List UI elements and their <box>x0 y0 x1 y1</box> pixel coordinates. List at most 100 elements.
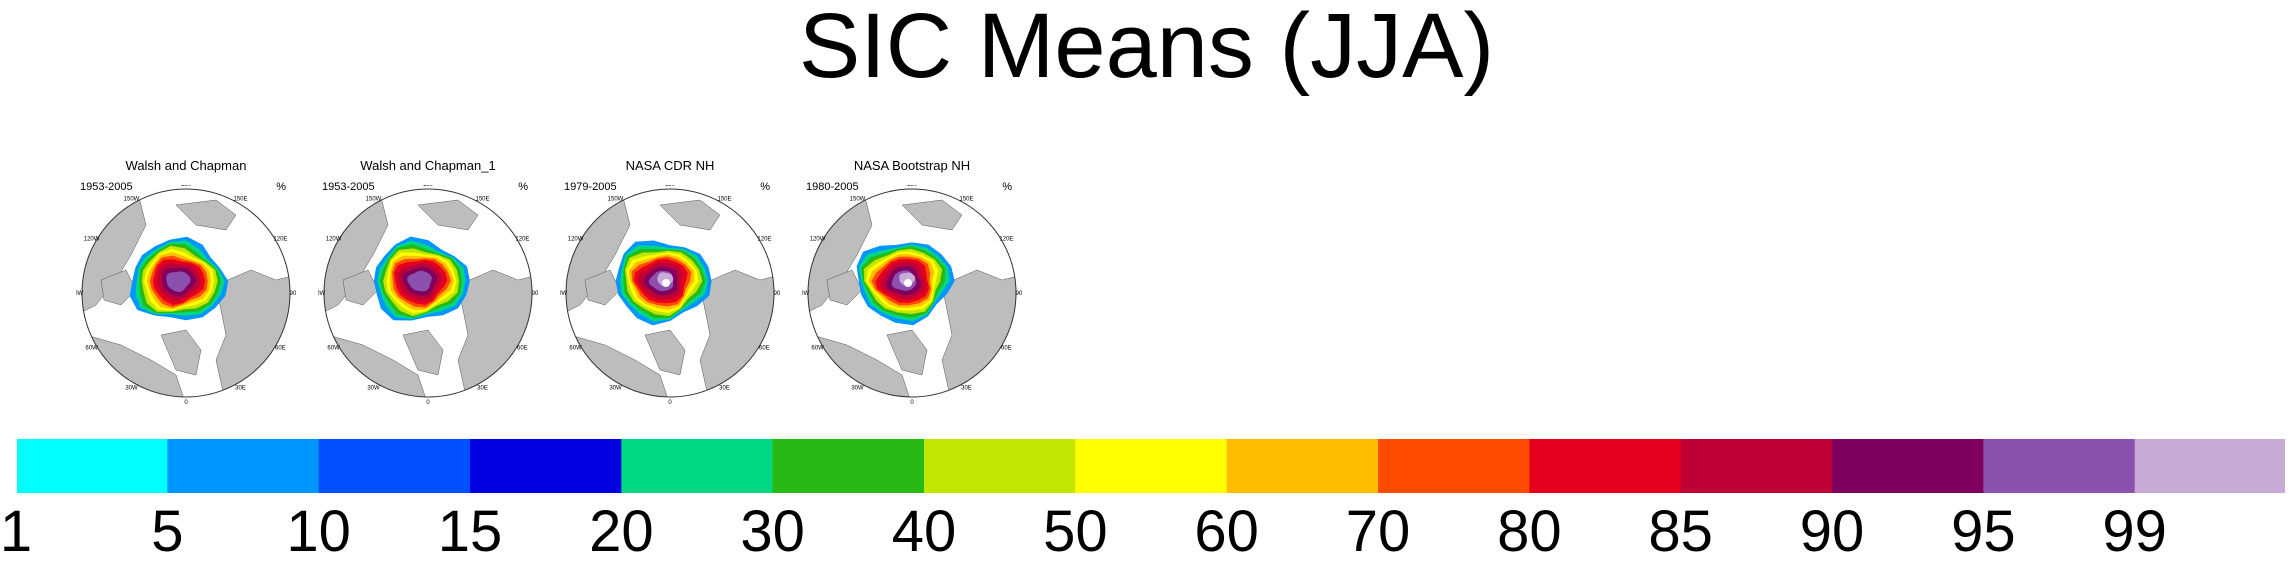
colorbar-tick-label: 20 <box>589 499 654 564</box>
longitude-label: 90W <box>560 291 568 297</box>
map-content <box>566 189 774 397</box>
colorbar-tick-label: 15 <box>437 499 503 564</box>
panel-years: 1953-2005 <box>80 181 133 193</box>
colorbar-tick-label: 40 <box>891 499 957 564</box>
longitude-label: 150E <box>233 197 247 203</box>
panel-years: 1953-2005 <box>322 181 375 193</box>
longitude-label: 180 <box>665 185 676 188</box>
colorbar-swatch <box>1832 438 1984 494</box>
map-panel-3: NASA CDR NH 1979-2005 % 180 150E 120E 90E 60… <box>560 155 780 405</box>
colorbar-swatch <box>621 438 774 494</box>
longitude-label: 150W <box>608 197 624 203</box>
longitude-label: 0 <box>910 400 914 405</box>
polar-map: 180 150E 120E 90E 60E 30E 0 30W 60W 90W 120W 150W <box>560 185 780 405</box>
landmass <box>826 269 863 306</box>
colorbar-tick-label: 95 <box>1951 499 2016 564</box>
map-boundary <box>323 188 533 398</box>
longitude-label: 60E <box>517 346 528 352</box>
longitude-label: 120W <box>810 237 826 243</box>
map-panel-4: NASA Bootstrap NH 1980-2005 % 180 150E 120… <box>802 155 1022 405</box>
map-boundary <box>807 188 1017 398</box>
map-content <box>82 189 290 397</box>
map-boundary <box>565 188 775 398</box>
colorbar-swatch <box>2134 438 2286 494</box>
longitude-label: 90W <box>802 291 810 297</box>
colorbar-swatch <box>16 438 168 494</box>
landmass <box>402 329 444 376</box>
panel-years: 1979-2005 <box>564 181 617 193</box>
longitude-label: 60W <box>811 346 824 352</box>
longitude-label: 60W <box>85 346 98 352</box>
map-boundary <box>81 188 291 398</box>
landmass <box>901 199 963 231</box>
colorbar-border <box>16 438 2286 494</box>
polar-map: 180 150E 120E 90E 60E 30E 0 30W 60W 90W 120W 150W <box>318 185 538 405</box>
longitude-label: 150E <box>959 197 973 203</box>
ice-concentration-band <box>407 270 432 292</box>
longitude-label: 30E <box>235 385 246 391</box>
landmass <box>100 269 137 306</box>
longitude-label: 60E <box>275 346 286 352</box>
panel-unit: % <box>518 181 528 193</box>
landmass <box>941 269 1016 397</box>
map-panel-2: Walsh and Chapman_1 1953-2005 % 180 150E 1… <box>318 155 538 405</box>
longitude-label: 150E <box>475 197 489 203</box>
colorbar-tick-label: 70 <box>1345 499 1411 564</box>
longitude-label: 30W <box>367 385 380 391</box>
colorbar-tick-label: 80 <box>1497 499 1562 564</box>
colorbar-swatch <box>1226 438 1379 494</box>
colorbar-tick-label: 99 <box>2102 499 2167 564</box>
longitude-label: 30W <box>609 385 622 391</box>
longitude-label: 30W <box>851 385 864 391</box>
longitude-label: 120E <box>273 237 287 243</box>
colorbar-swatch <box>470 438 622 494</box>
longitude-label: 150E <box>717 197 731 203</box>
panel-title: Walsh and Chapman_1 <box>360 158 496 173</box>
landmass <box>175 199 237 231</box>
colorbar-tick-label: 30 <box>740 499 805 564</box>
longitude-label: 120W <box>326 237 342 243</box>
longitude-label: 180 <box>423 185 434 188</box>
panel-unit: % <box>1002 181 1012 193</box>
longitude-label: 120E <box>515 237 529 243</box>
panel-unit: % <box>760 181 770 193</box>
longitude-label: 30E <box>719 385 730 391</box>
pole-hole <box>662 279 670 287</box>
longitude-label: 0 <box>668 400 672 405</box>
longitude-label: 120E <box>757 237 771 243</box>
colorbar-swatch <box>772 438 925 494</box>
pole-hole <box>904 279 912 287</box>
longitude-label: 90E <box>290 291 296 297</box>
landmass <box>215 269 290 397</box>
colorbar-swatch <box>924 438 1076 494</box>
colorbar-swatch <box>1378 438 1530 494</box>
polar-map: 180 150E 120E 90E 60E 30E 0 30W 60W 90W 120W 150W <box>802 185 1022 405</box>
colorbar-swatch <box>1529 438 1682 494</box>
colorbar-swatch <box>1075 438 1228 494</box>
longitude-label: 150W <box>124 197 140 203</box>
landmass <box>584 269 621 306</box>
longitude-label: 0 <box>184 400 188 405</box>
colorbar-tick-label: 60 <box>1194 499 1259 564</box>
longitude-label: 30E <box>477 385 488 391</box>
longitude-label: 150W <box>366 197 382 203</box>
longitude-label: 0 <box>426 400 430 405</box>
longitude-label: 60W <box>327 346 340 352</box>
longitude-label: 90E <box>1016 291 1022 297</box>
landmass <box>342 269 379 306</box>
longitude-label: 120W <box>568 237 584 243</box>
longitude-label: 90E <box>774 291 780 297</box>
landmass <box>699 269 774 397</box>
colorbar-swatch <box>167 438 320 494</box>
longitude-label: 120W <box>84 237 100 243</box>
longitude-label: 90W <box>76 291 84 297</box>
colorbar-tick-label: 1 <box>0 499 33 564</box>
longitude-label: 180 <box>181 185 192 188</box>
landmass <box>886 329 928 376</box>
longitude-label: 30E <box>961 385 972 391</box>
longitude-label: 60E <box>1001 346 1012 352</box>
ice-concentration-band <box>166 271 191 293</box>
panel-years: 1980-2005 <box>806 181 859 193</box>
map-panel-1: Walsh and Chapman 1953-2005 % 180 150E 120… <box>76 155 296 405</box>
colorbar-tick-label: 5 <box>151 499 184 564</box>
